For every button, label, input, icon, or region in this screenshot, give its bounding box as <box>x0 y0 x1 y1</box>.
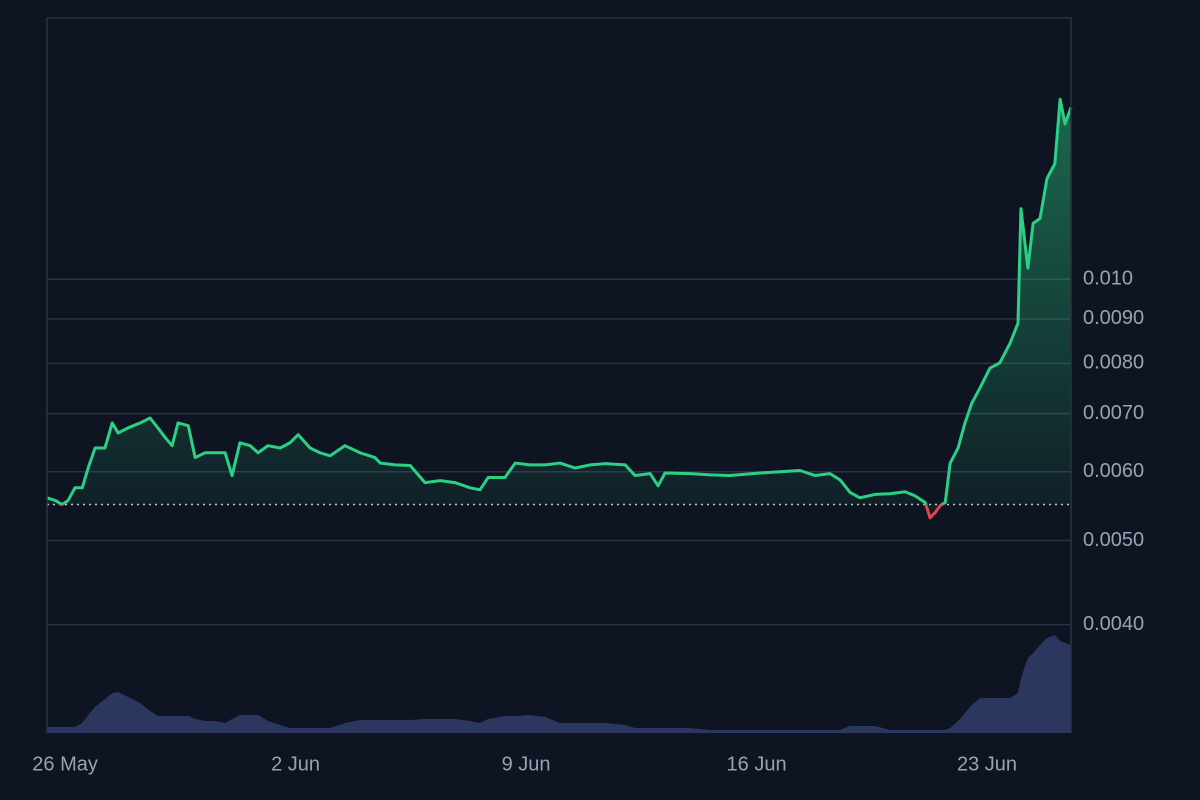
x-tick-label: 23 Jun <box>957 753 1017 775</box>
label-layer: 0.0040 0.0050 0.0060 0.0070 0.0080 0.0090 0.01… <box>32 268 1144 776</box>
price-area <box>47 99 1071 518</box>
x-tick-label: 26 May <box>32 753 98 775</box>
price-line <box>46 97 1073 520</box>
volume-area <box>47 635 1071 733</box>
area-layer <box>47 99 1071 518</box>
y-tick-label: 0.0080 <box>1083 352 1144 374</box>
x-tick-label: 2 Jun <box>271 753 320 775</box>
x-tick-label: 16 Jun <box>727 753 787 775</box>
y-tick-label: 0.0060 <box>1083 460 1144 482</box>
plot-frame <box>46 17 1072 733</box>
x-tick-label: 9 Jun <box>502 753 551 775</box>
y-tick-label: 0.0040 <box>1083 613 1144 635</box>
y-tick-label: 0.0070 <box>1083 402 1144 424</box>
volume-layer <box>47 635 1071 733</box>
y-tick-label: 0.0050 <box>1083 529 1144 551</box>
y-tick-label: 0.0090 <box>1083 307 1144 329</box>
line-layer <box>46 97 1073 520</box>
y-tick-label: 0.010 <box>1083 268 1133 290</box>
